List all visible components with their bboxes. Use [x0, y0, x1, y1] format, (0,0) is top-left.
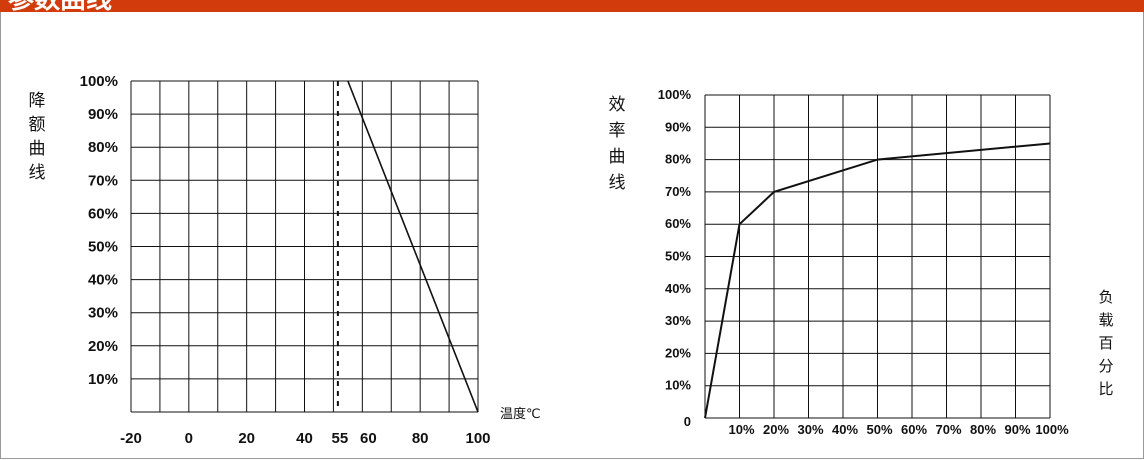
- y-tick-label: 50%: [88, 239, 118, 256]
- y-tick-label: 100%: [80, 73, 118, 90]
- x-axis-label-char: 分: [1098, 358, 1113, 375]
- page-title: 参数曲线: [8, 0, 112, 12]
- y-tick-label: 30%: [88, 305, 118, 322]
- x-tick-label: 0: [185, 430, 193, 447]
- x-tick-label: 55: [332, 430, 349, 447]
- x-axis-label-char: 负: [1098, 289, 1113, 306]
- derating-x-ticks: -20 0 20 40 55 60 80 100: [120, 430, 490, 447]
- y-axis-label-char: 线: [609, 173, 626, 192]
- derating-y-ticks: 10% 20% 30% 40% 50% 60% 70% 80% 90% 100%: [80, 73, 118, 388]
- y-tick-label: 0: [684, 414, 691, 429]
- efficiency-y-ticks: 0 10% 20% 30% 40% 50% 60% 70% 80% 90% 100%: [658, 87, 692, 429]
- x-tick-label: 60%: [901, 422, 927, 437]
- x-axis-label-char: 百: [1098, 335, 1113, 352]
- x-tick-label: 100%: [1035, 422, 1069, 437]
- y-tick-label: 50%: [665, 249, 691, 264]
- y-tick-label: 20%: [88, 338, 118, 355]
- y-tick-label: 20%: [665, 345, 691, 360]
- y-tick-label: 10%: [665, 378, 691, 393]
- x-tick-label: 40: [296, 430, 313, 447]
- derating-curve-line: [347, 80, 479, 413]
- y-tick-label: 60%: [88, 205, 118, 222]
- x-tick-label: -20: [120, 430, 142, 447]
- y-tick-label: 10%: [88, 371, 118, 388]
- efficiency-grid: [704, 94, 1051, 419]
- efficiency-x-ticks: 10% 20% 30% 40% 50% 60% 70% 80% 90% 100%: [728, 422, 1069, 437]
- y-tick-label: 60%: [665, 216, 691, 231]
- derating-x-axis-label: 温度℃: [500, 406, 541, 421]
- y-axis-label-char: 降: [29, 91, 46, 110]
- x-tick-label: 10%: [728, 422, 754, 437]
- y-tick-label: 90%: [88, 106, 118, 123]
- y-axis-label-char: 线: [29, 163, 46, 182]
- x-tick-label: 70%: [935, 422, 961, 437]
- y-axis-label-char: 额: [29, 115, 46, 134]
- y-tick-label: 40%: [88, 272, 118, 289]
- y-tick-label: 80%: [665, 152, 691, 167]
- x-tick-label: 50%: [866, 422, 892, 437]
- x-tick-label: 20: [238, 430, 255, 447]
- x-tick-label: 40%: [832, 422, 858, 437]
- y-axis-label-char: 率: [609, 121, 626, 140]
- y-axis-label-char: 曲: [609, 147, 626, 166]
- x-axis-label-char: 载: [1098, 312, 1113, 329]
- y-tick-label: 80%: [88, 139, 118, 156]
- x-axis-label-char: 比: [1098, 381, 1113, 398]
- x-tick-label: 30%: [797, 422, 823, 437]
- y-tick-label: 40%: [665, 281, 691, 296]
- x-tick-label: 60: [360, 430, 377, 447]
- x-tick-label: 80: [412, 430, 429, 447]
- y-tick-label: 70%: [665, 184, 691, 199]
- header-bar: 参数曲线: [0, 0, 1144, 12]
- y-axis-label-char: 效: [609, 95, 626, 114]
- y-tick-label: 70%: [88, 172, 118, 189]
- derating-grid: [130, 80, 479, 413]
- y-tick-label: 90%: [665, 119, 691, 134]
- x-tick-label: 80%: [970, 422, 996, 437]
- x-tick-label: 100: [465, 430, 490, 447]
- y-tick-label: 100%: [658, 87, 692, 102]
- y-tick-label: 30%: [665, 313, 691, 328]
- x-tick-label: 20%: [763, 422, 789, 437]
- y-axis-label-char: 曲: [29, 139, 46, 158]
- x-tick-label: 90%: [1004, 422, 1030, 437]
- efficiency-curve-line: [704, 142, 1051, 419]
